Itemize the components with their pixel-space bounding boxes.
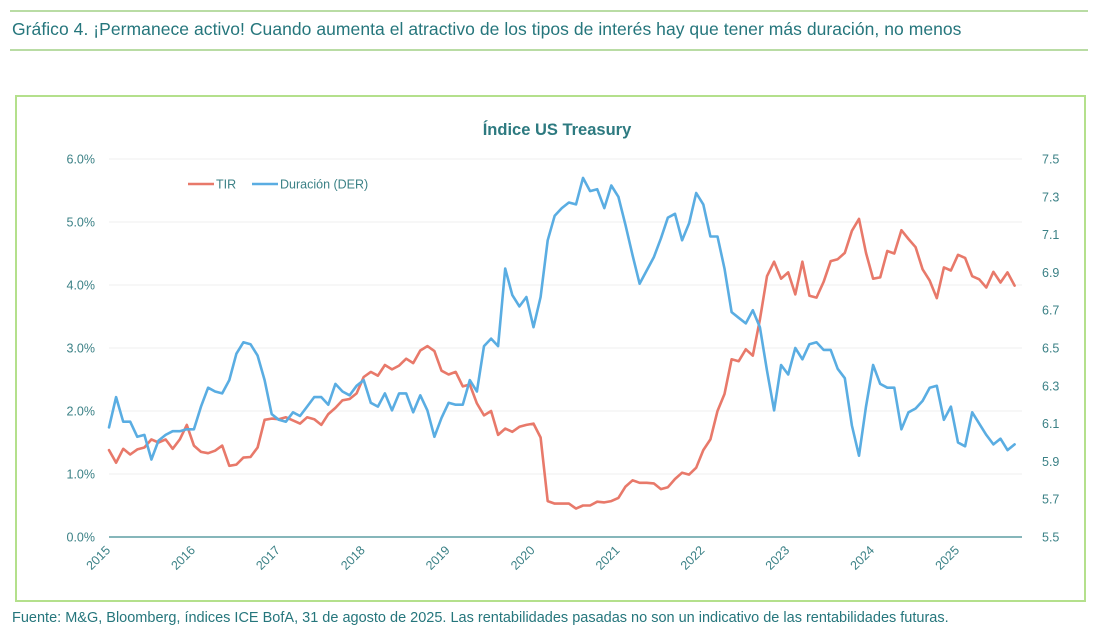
y-tick-label: 0.0% <box>67 531 96 545</box>
chart-title: Índice US Treasury <box>483 120 632 139</box>
x-tick-label: 2024 <box>848 543 878 573</box>
y-tick-label: 4.0% <box>67 279 96 293</box>
x-tick-label: 2023 <box>763 543 793 573</box>
y2-tick-label: 7.5 <box>1042 153 1059 167</box>
y-tick-label: 2.0% <box>67 405 96 419</box>
title-rule <box>10 49 1088 51</box>
x-tick-label: 2015 <box>84 543 114 573</box>
y2-tick-label: 6.5 <box>1042 342 1059 356</box>
y2-tick-label: 7.3 <box>1042 190 1059 204</box>
legend-label-tir: TIR <box>216 178 236 192</box>
x-tick-label: 2022 <box>678 543 708 573</box>
y2-tick-label: 5.7 <box>1042 493 1059 507</box>
top-rule <box>10 10 1088 12</box>
right-axis-ticks: 5.5 5.7 5.9 6.1 6.3 6.5 6.7 6.9 7.1 7.3 7.5 <box>1042 153 1059 545</box>
y-tick-label: 1.0% <box>67 468 96 482</box>
y2-tick-label: 6.3 <box>1042 379 1059 393</box>
figure-title: Gráfico 4. ¡Permanece activo! Cuando aum… <box>12 19 962 39</box>
y2-tick-label: 7.1 <box>1042 228 1059 242</box>
x-tick-label: 2021 <box>593 543 623 573</box>
x-axis-ticks: 2015 2016 2017 2018 2019 2020 2021 2022 2023 2024… <box>84 543 963 573</box>
y2-tick-label: 6.7 <box>1042 304 1059 318</box>
x-tick-label: 2019 <box>423 543 453 573</box>
x-tick-label: 2018 <box>338 543 368 573</box>
series-line-tir <box>107 217 1016 510</box>
x-tick-label: 2017 <box>253 543 283 573</box>
legend: TIR Duración (DER) <box>188 178 368 192</box>
source-footnote: Fuente: M&G, Bloomberg, índices ICE BofA… <box>12 610 949 626</box>
series-line-duracion <box>107 176 1016 461</box>
y2-tick-label: 6.9 <box>1042 266 1059 280</box>
series-lines <box>107 176 1016 510</box>
left-axis-ticks: 0.0% 1.0% 2.0% 3.0% 4.0% 5.0% 6.0% <box>67 153 96 545</box>
y-tick-label: 6.0% <box>67 153 96 167</box>
x-tick-label: 2025 <box>933 543 963 573</box>
chart-frame <box>15 95 1086 602</box>
y2-tick-label: 6.1 <box>1042 417 1059 431</box>
gridlines <box>109 158 1022 475</box>
y2-tick-label: 5.9 <box>1042 455 1059 469</box>
y2-tick-label: 5.5 <box>1042 531 1059 545</box>
y-tick-label: 5.0% <box>67 216 96 230</box>
x-tick-label: 2016 <box>168 543 198 573</box>
y-tick-label: 3.0% <box>67 342 96 356</box>
legend-label-duracion: Duración (DER) <box>280 178 368 192</box>
x-tick-label: 2020 <box>508 543 538 573</box>
